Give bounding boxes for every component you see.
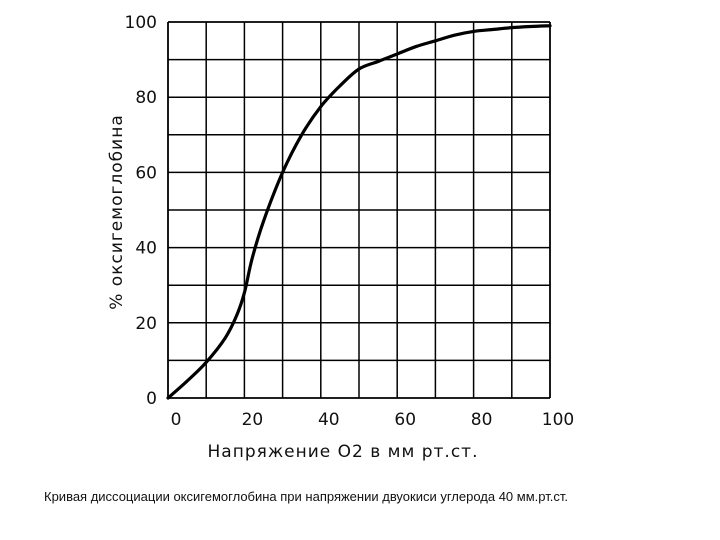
chart-grid: [167, 21, 551, 399]
y-tick-label: 40: [135, 239, 157, 259]
x-tick-label: 60: [394, 410, 416, 430]
x-axis-label: Напряжение O2 в мм рт.ст.: [208, 442, 479, 462]
x-tick-label: 0: [171, 410, 182, 430]
y-tick-label: 20: [135, 314, 157, 334]
y-tick-label: 100: [125, 13, 157, 33]
y-axis-ticks: 0 20 40 60 80 100: [125, 13, 157, 409]
x-axis-ticks: 0 20 40 60 80 100: [171, 410, 575, 430]
y-tick-label: 80: [135, 88, 157, 108]
y-axis-label: % оксигемоглобина: [107, 114, 127, 310]
x-tick-label: 20: [242, 410, 264, 430]
y-tick-label: 0: [146, 389, 157, 409]
y-tick-label: 60: [135, 163, 157, 183]
x-tick-label: 80: [471, 410, 493, 430]
x-tick-label: 40: [318, 410, 340, 430]
oxygen-dissociation-chart: 0 20 40 60 80 100 0 20 40 60 80 100 % оксигемоглоб…: [107, 13, 575, 462]
dissociation-curve: [166, 24, 552, 400]
x-tick-label: 100: [542, 410, 574, 430]
figure-caption: Кривая диссоциации оксигемоглобина при н…: [44, 489, 568, 504]
